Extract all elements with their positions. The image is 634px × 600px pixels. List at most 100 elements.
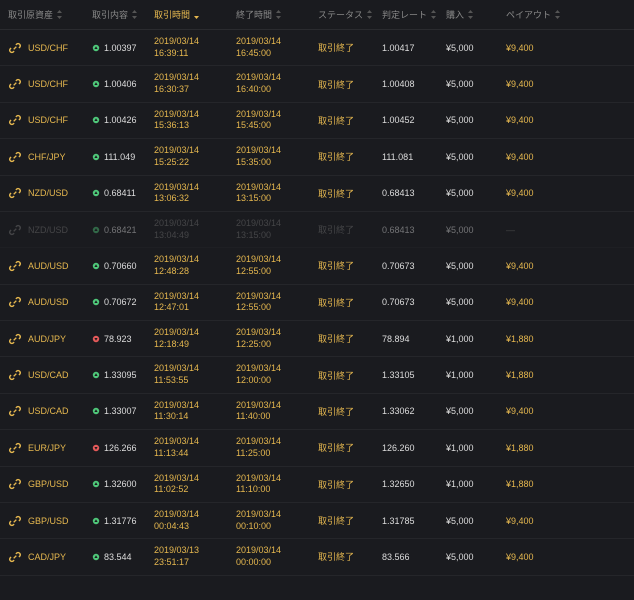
end-time: 00:10:00 xyxy=(236,521,314,533)
header-content[interactable]: 取引内容 xyxy=(92,8,150,21)
buy-cell: ¥5,000 xyxy=(446,79,502,89)
end-date: 2019/03/14 xyxy=(236,509,314,521)
end-date: 2019/03/14 xyxy=(236,473,314,485)
content-cell: 1.00406 xyxy=(92,79,150,89)
end-time: 12:25:00 xyxy=(236,339,314,351)
payout-cell: ¥9,400 xyxy=(506,552,570,562)
status-cell: 取引終了 xyxy=(318,187,378,200)
buy-cell: ¥5,000 xyxy=(446,406,502,416)
table-row[interactable]: USD/CAD1.330952019/03/1411:53:552019/03/… xyxy=(0,357,634,393)
payout-cell: ¥9,400 xyxy=(506,297,570,307)
end-time-cell: 2019/03/1412:55:00 xyxy=(236,254,314,277)
buy-cell: ¥1,000 xyxy=(446,334,502,344)
link-icon xyxy=(8,186,22,200)
rate-cell: 1.00417 xyxy=(382,43,442,53)
price-label: 1.00406 xyxy=(104,79,137,89)
header-content-label: 取引内容 xyxy=(92,8,128,21)
rate-cell: 1.32650 xyxy=(382,479,442,489)
table-row[interactable]: GBP/USD1.326002019/03/1411:02:522019/03/… xyxy=(0,467,634,503)
table-body: USD/CHF1.003972019/03/1416:39:112019/03/… xyxy=(0,30,634,576)
header-payout[interactable]: ペイアウト xyxy=(506,8,570,21)
trade-time: 13:06:32 xyxy=(154,193,232,205)
asset-cell: GBP/USD xyxy=(8,514,88,528)
table-row[interactable]: USD/CAD1.330072019/03/1411:30:142019/03/… xyxy=(0,394,634,430)
end-date: 2019/03/14 xyxy=(236,109,314,121)
price-label: 1.33007 xyxy=(104,406,137,416)
buy-cell: ¥5,000 xyxy=(446,297,502,307)
header-rate[interactable]: 判定レート xyxy=(382,8,442,21)
up-icon xyxy=(92,153,100,161)
table-row[interactable]: CAD/JPY83.5442019/03/1323:51:172019/03/1… xyxy=(0,539,634,575)
price-label: 1.00397 xyxy=(104,43,137,53)
table-row[interactable]: CHF/JPY111.0492019/03/1415:25:222019/03/… xyxy=(0,139,634,175)
price-label: 1.33095 xyxy=(104,370,137,380)
content-cell: 0.68411 xyxy=(92,188,150,198)
end-time-cell: 2019/03/1416:40:00 xyxy=(236,72,314,95)
header-trade-time[interactable]: 取引時間 xyxy=(154,8,232,21)
end-time-cell: 2019/03/1400:00:00 xyxy=(236,545,314,568)
table-row[interactable]: USD/CHF1.004062019/03/1416:30:372019/03/… xyxy=(0,66,634,102)
trade-time-cell: 2019/03/1400:04:43 xyxy=(154,509,232,532)
end-date: 2019/03/14 xyxy=(236,182,314,194)
table-row[interactable]: AUD/USD0.706602019/03/1412:48:282019/03/… xyxy=(0,248,634,284)
asset-label: USD/CHF xyxy=(28,115,68,125)
trade-time: 12:47:01 xyxy=(154,302,232,314)
rate-cell: 1.31785 xyxy=(382,516,442,526)
asset-label: GBP/USD xyxy=(28,516,69,526)
rate-cell: 126.260 xyxy=(382,443,442,453)
status-cell: 取引終了 xyxy=(318,332,378,345)
trade-time-cell: 2019/03/1415:25:22 xyxy=(154,145,232,168)
content-cell: 78.923 xyxy=(92,334,150,344)
status-cell: 取引終了 xyxy=(318,478,378,491)
link-icon xyxy=(8,259,22,273)
rate-cell: 1.00408 xyxy=(382,79,442,89)
price-label: 111.049 xyxy=(104,152,135,162)
table-row[interactable]: USD/CHF1.004262019/03/1415:36:132019/03/… xyxy=(0,103,634,139)
trade-time-cell: 2019/03/1412:47:01 xyxy=(154,291,232,314)
table-row[interactable]: USD/CHF1.003972019/03/1416:39:112019/03/… xyxy=(0,30,634,66)
header-buy[interactable]: 購入 xyxy=(446,8,502,21)
table-row[interactable]: EUR/JPY126.2662019/03/1411:13:442019/03/… xyxy=(0,430,634,466)
up-icon xyxy=(92,116,100,124)
header-status[interactable]: ステータス xyxy=(318,8,378,21)
up-icon xyxy=(92,517,100,525)
table-row[interactable]: NZD/USD0.684212019/03/1413:04:492019/03/… xyxy=(0,212,634,248)
header-rate-label: 判定レート xyxy=(382,8,427,21)
table-row[interactable]: NZD/USD0.684112019/03/1413:06:322019/03/… xyxy=(0,176,634,212)
asset-label: AUD/USD xyxy=(28,261,69,271)
sort-icon xyxy=(366,10,373,19)
trade-date: 2019/03/14 xyxy=(154,473,232,485)
trade-time-cell: 2019/03/1416:30:37 xyxy=(154,72,232,95)
trade-time: 15:25:22 xyxy=(154,157,232,169)
header-asset[interactable]: 取引原資産 xyxy=(8,8,88,21)
price-label: 78.923 xyxy=(104,334,132,344)
header-payout-label: ペイアウト xyxy=(506,8,551,21)
up-icon xyxy=(92,480,100,488)
up-icon xyxy=(92,371,100,379)
end-time: 16:40:00 xyxy=(236,84,314,96)
content-cell: 126.266 xyxy=(92,443,150,453)
status-cell: 取引終了 xyxy=(318,405,378,418)
trade-time-cell: 2019/03/1411:02:52 xyxy=(154,473,232,496)
end-time-cell: 2019/03/1412:00:00 xyxy=(236,363,314,386)
asset-cell: CAD/JPY xyxy=(8,550,88,564)
trade-date: 2019/03/14 xyxy=(154,109,232,121)
end-time-cell: 2019/03/1415:35:00 xyxy=(236,145,314,168)
rate-cell: 1.33105 xyxy=(382,370,442,380)
rate-cell: 0.70673 xyxy=(382,261,442,271)
payout-cell: ¥1,880 xyxy=(506,370,570,380)
table-row[interactable]: AUD/USD0.706722019/03/1412:47:012019/03/… xyxy=(0,285,634,321)
end-time-cell: 2019/03/1412:25:00 xyxy=(236,327,314,350)
content-cell: 1.32600 xyxy=(92,479,150,489)
status-cell: 取引終了 xyxy=(318,150,378,163)
link-icon xyxy=(8,550,22,564)
header-end-time[interactable]: 終了時間 xyxy=(236,8,314,21)
link-icon xyxy=(8,441,22,455)
status-cell: 取引終了 xyxy=(318,223,378,236)
price-label: 1.00426 xyxy=(104,115,137,125)
table-row[interactable]: AUD/JPY78.9232019/03/1412:18:492019/03/1… xyxy=(0,321,634,357)
table-row[interactable]: GBP/USD1.317762019/03/1400:04:432019/03/… xyxy=(0,503,634,539)
status-cell: 取引終了 xyxy=(318,514,378,527)
trade-date: 2019/03/13 xyxy=(154,545,232,557)
buy-cell: ¥5,000 xyxy=(446,43,502,53)
